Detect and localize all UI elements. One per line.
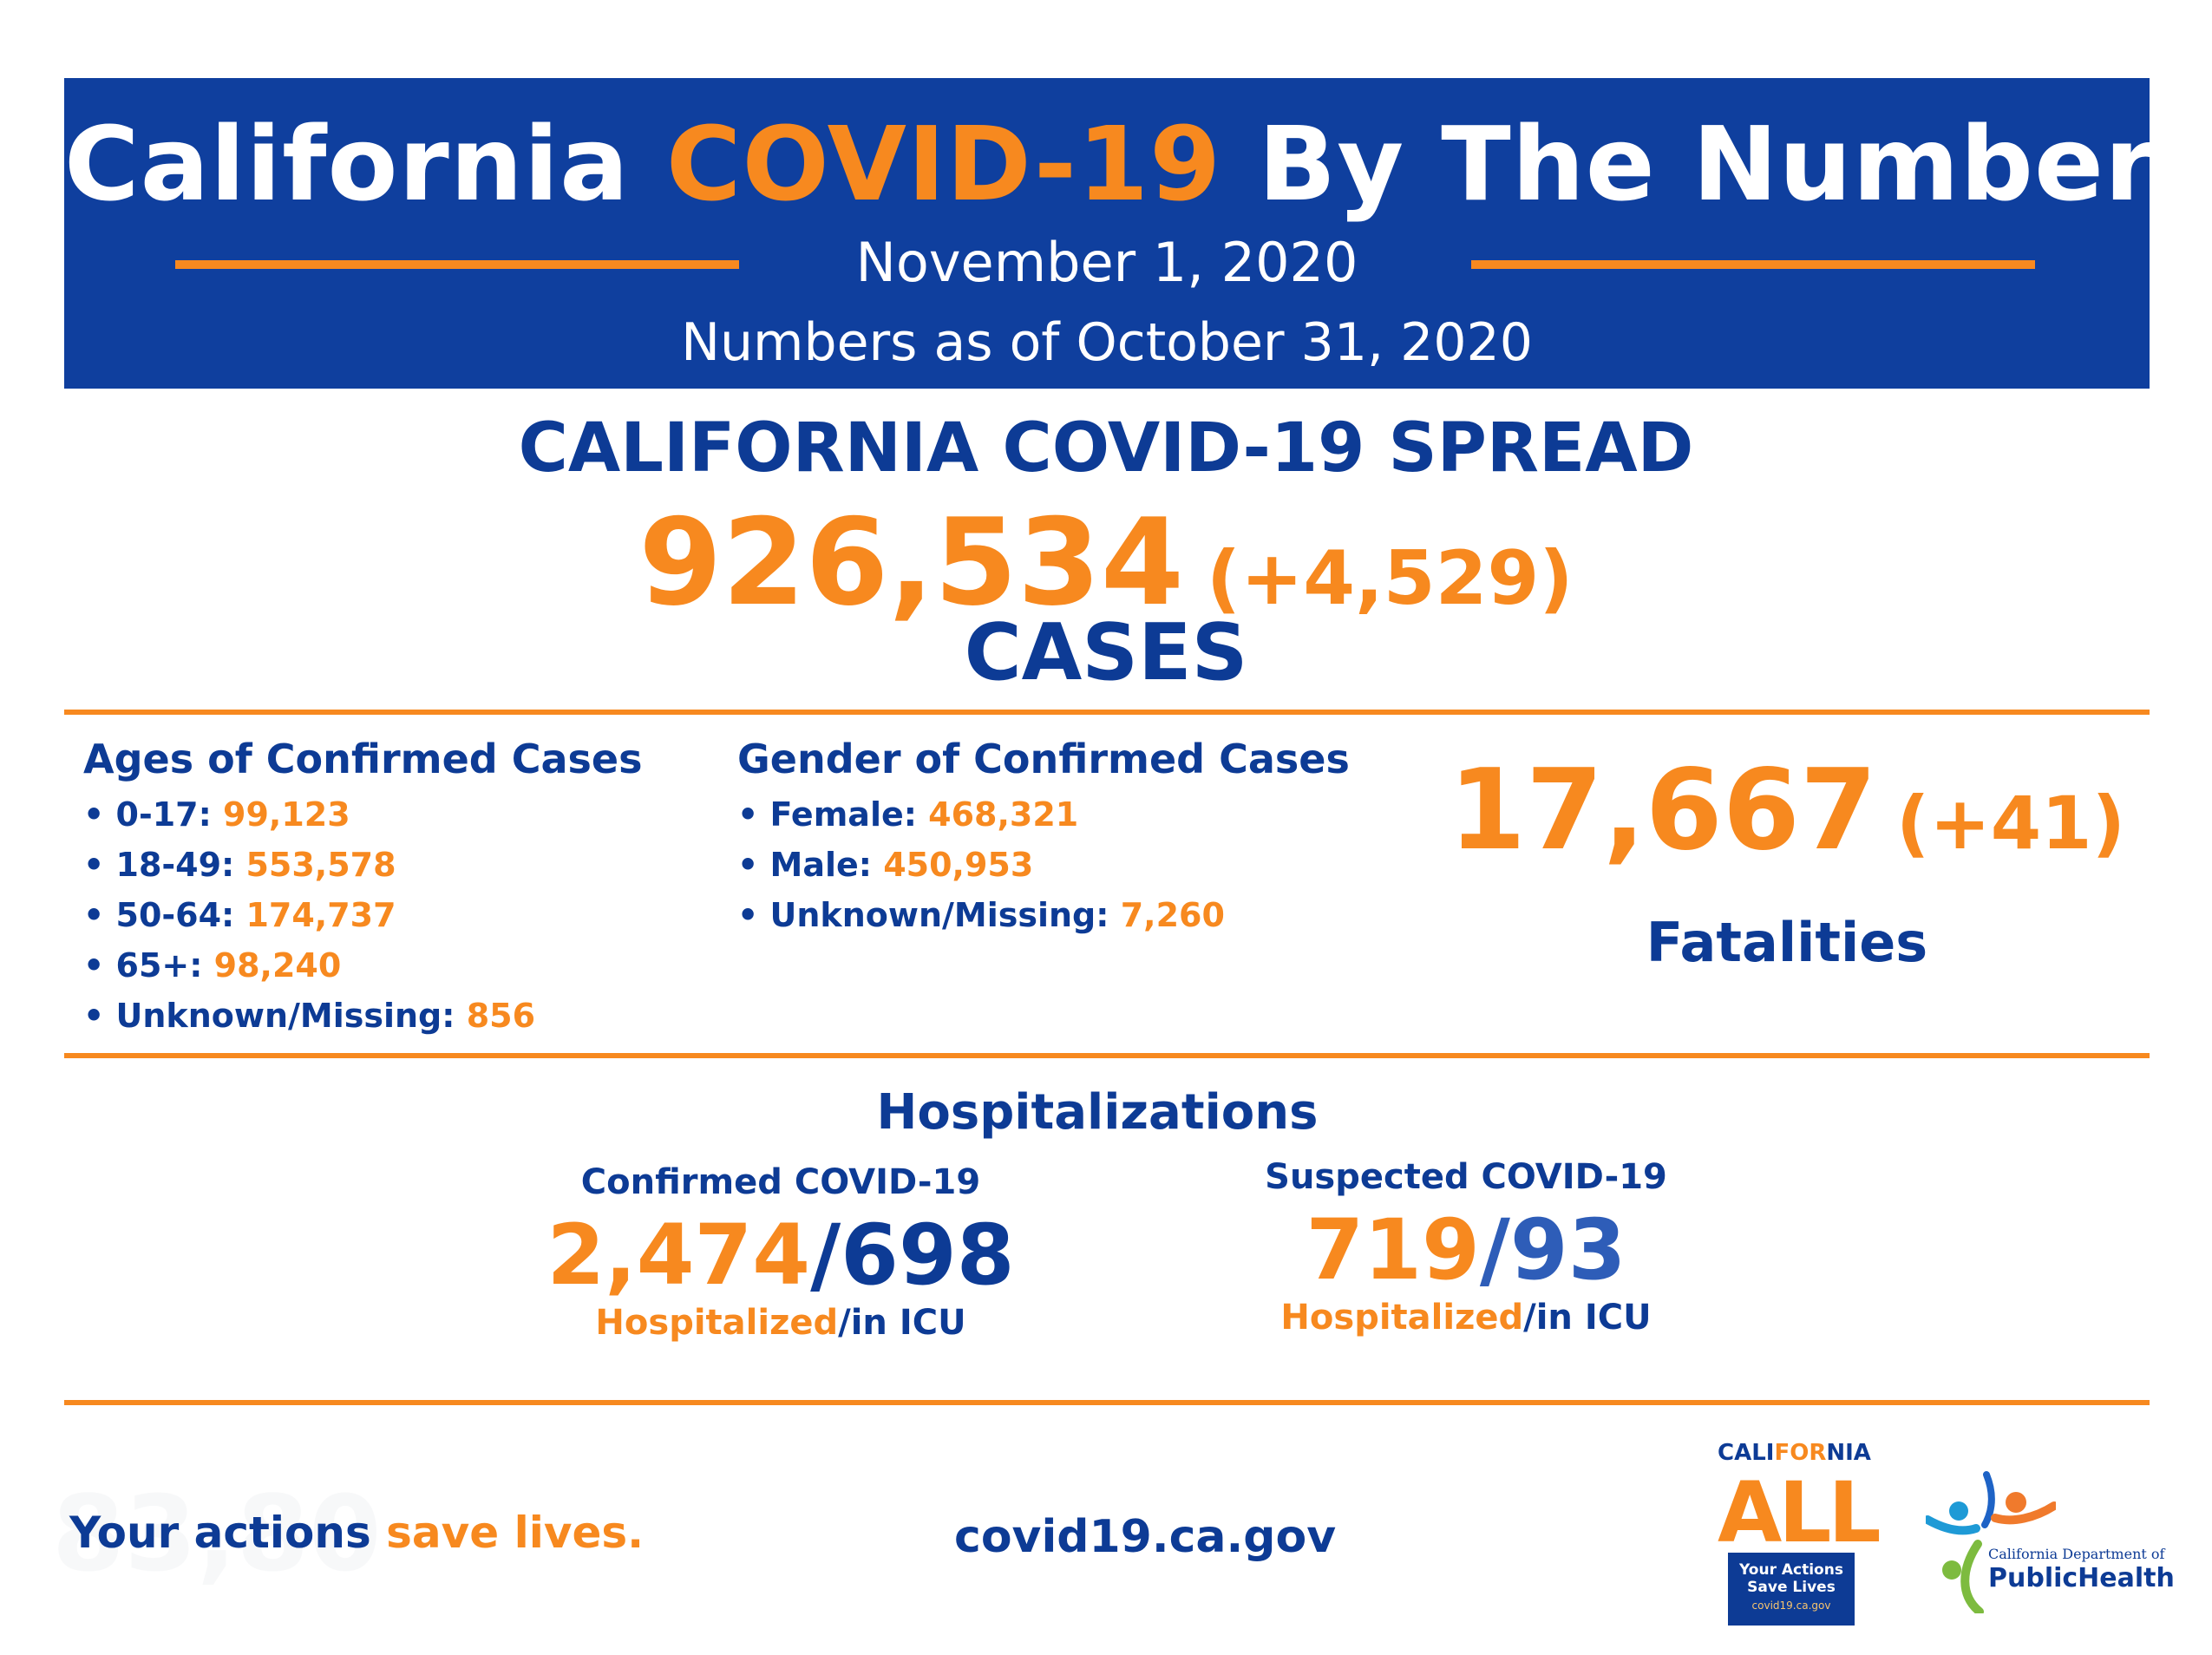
hospitalizations-title: Hospitalizations: [876, 1084, 1319, 1141]
ages-heading: Ages of Confirmed Cases: [83, 736, 643, 782]
suspected-caption: Hospitalized/in ICU: [1280, 1298, 1652, 1338]
confirmed-caption: Hospitalized/in ICU: [595, 1303, 966, 1343]
cdph-line1: California Department of: [1988, 1546, 2165, 1562]
report-date: November 1, 2020: [855, 231, 1358, 294]
header-divider-left: [175, 260, 739, 269]
confirmed-icu: /698: [810, 1207, 1015, 1304]
california-wordmark: CALIFORNIA: [1718, 1440, 1871, 1466]
suspected-hospitalizations: Suspected COVID-19 719/93 Hospitalized/i…: [1162, 1157, 1770, 1338]
fatalities-change: (+41): [1895, 781, 2125, 866]
confirmed-label: Confirmed COVID-19: [580, 1162, 981, 1202]
website-link[interactable]: covid19.ca.gov: [954, 1511, 1337, 1563]
divider: [64, 1053, 2150, 1058]
all-wordmark: ALL: [1718, 1464, 1882, 1561]
cases-total: 926,534: [638, 493, 1184, 632]
header-divider-right: [1471, 260, 2035, 269]
suspected-label: Suspected COVID-19: [1265, 1157, 1667, 1197]
cases-label: CASES: [964, 607, 1248, 698]
suspected-numbers: 719/93: [1162, 1202, 1770, 1298]
spread-title: CALIFORNIA COVID-19 SPREAD: [518, 409, 1694, 487]
cases-change: (+4,529): [1206, 535, 1574, 622]
cdph-line2: PublicHealth: [1988, 1563, 2175, 1593]
page-title: California COVID-19 By The Numbers: [64, 104, 2212, 224]
confirmed-hospitalizations: Confirmed COVID-19 2,474/698 Hospitalize…: [477, 1162, 1084, 1343]
list-item: • Unknown/Missing: 856: [83, 997, 536, 1035]
list-item: • Unknown/Missing: 7,260: [737, 896, 1225, 934]
list-item: • 65+: 98,240: [83, 946, 342, 984]
fatalities-figure: 17,667 (+41): [1423, 746, 2151, 875]
numbers-as-of: Numbers as of October 31, 2020: [681, 312, 1533, 373]
divider: [64, 1400, 2150, 1405]
list-item: • Male: 450,953: [737, 846, 1034, 884]
list-item: • 50-64: 174,737: [83, 896, 396, 934]
gender-heading: Gender of Confirmed Cases: [737, 736, 1350, 782]
cdph-figures-icon: [1926, 1471, 2056, 1613]
title-highlight: COVID-19: [665, 104, 1222, 224]
ages-list: • 0-17: 99,123 • 18-49: 553,578 • 50-64:…: [83, 789, 535, 1041]
list-item: • Female: 468,321: [737, 795, 1079, 834]
california-all-logo: CALIFORNIA ALL Your Actions Save Lives c…: [1718, 1440, 1882, 1631]
list-item: • 18-49: 553,578: [83, 846, 396, 884]
cases-figure: 926,534 (+4,529): [0, 493, 2212, 632]
header-banner: California COVID-19 By The Numbers Novem…: [64, 78, 2212, 389]
gender-list: • Female: 468,321 • Male: 450,953 • Unkn…: [737, 789, 1225, 940]
fatalities-total: 17,667: [1449, 746, 1877, 875]
fatalities-label: Fatalities: [1646, 911, 1928, 974]
background-ghost-text: 83,80: [52, 1475, 382, 1595]
list-item: • 0-17: 99,123: [83, 795, 350, 834]
divider: [64, 710, 2150, 715]
tagline: Your actions save lives.: [69, 1508, 645, 1558]
cdph-logo: California Department of PublicHealth: [1926, 1449, 2175, 1631]
confirmed-hospitalized: 2,474: [546, 1207, 811, 1304]
suspected-icu: /93: [1479, 1201, 1626, 1298]
confirmed-numbers: 2,474/698: [477, 1207, 1084, 1303]
california-all-badge: Your Actions Save Lives covid19.ca.gov: [1728, 1553, 1855, 1626]
suspected-hospitalized: 719: [1306, 1201, 1480, 1298]
